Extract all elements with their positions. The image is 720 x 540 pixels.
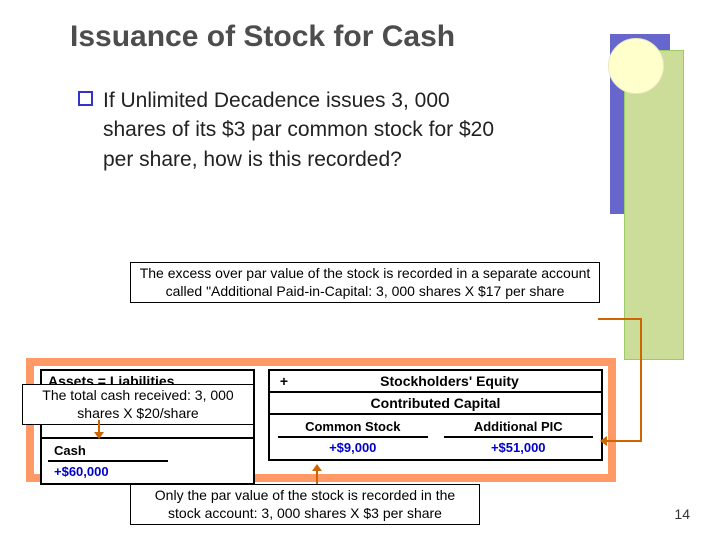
arrow-apic-h1 (598, 318, 640, 320)
bullet-region: If Unlimited Decadence issues 3, 000 sha… (78, 86, 598, 174)
bullet-line2: shares of its $3 par common stock for $2… (103, 115, 598, 144)
callout-cash: The total cash received: 3, 000 shares X… (22, 384, 254, 425)
apic-value: +$51,000 (444, 438, 594, 457)
plus-sign: + (270, 371, 298, 391)
bullet-line1: If Unlimited Decadence issues 3, 000 (103, 86, 450, 115)
arrow-par-head (312, 464, 322, 471)
arrow-par (316, 470, 318, 484)
deco-circle (608, 38, 664, 94)
page-title: Issuance of Stock for Cash (70, 20, 455, 54)
callout-excess: The excess over par value of the stock i… (130, 262, 600, 303)
cash-label: Cash (48, 441, 168, 462)
callout-par: Only the par value of the stock is recor… (130, 484, 480, 525)
contrib-cap: Contributed Capital (270, 393, 601, 413)
cash-value: +$60,000 (48, 462, 247, 481)
bullet-line3: per share, how is this recorded? (103, 145, 598, 174)
apic-label: Additional PIC (444, 417, 594, 438)
se-header: Stockholders' Equity (298, 371, 601, 391)
table-right: + Stockholders' Equity Contributed Capit… (268, 369, 603, 461)
cs-value: +$9,000 (278, 438, 428, 457)
deco-green-box (624, 50, 684, 360)
arrow-apic-h2 (606, 440, 642, 442)
arrow-cash-head (94, 432, 104, 439)
cs-label-text: Common Stock (284, 419, 422, 434)
arrow-apic-head (600, 436, 607, 446)
apic-label-text: Additional PIC (450, 419, 588, 434)
arrow-apic-v (640, 318, 642, 442)
cs-label: Common Stock (278, 417, 428, 438)
bullet-square-icon (78, 91, 93, 106)
page-number: 14 (674, 506, 690, 522)
